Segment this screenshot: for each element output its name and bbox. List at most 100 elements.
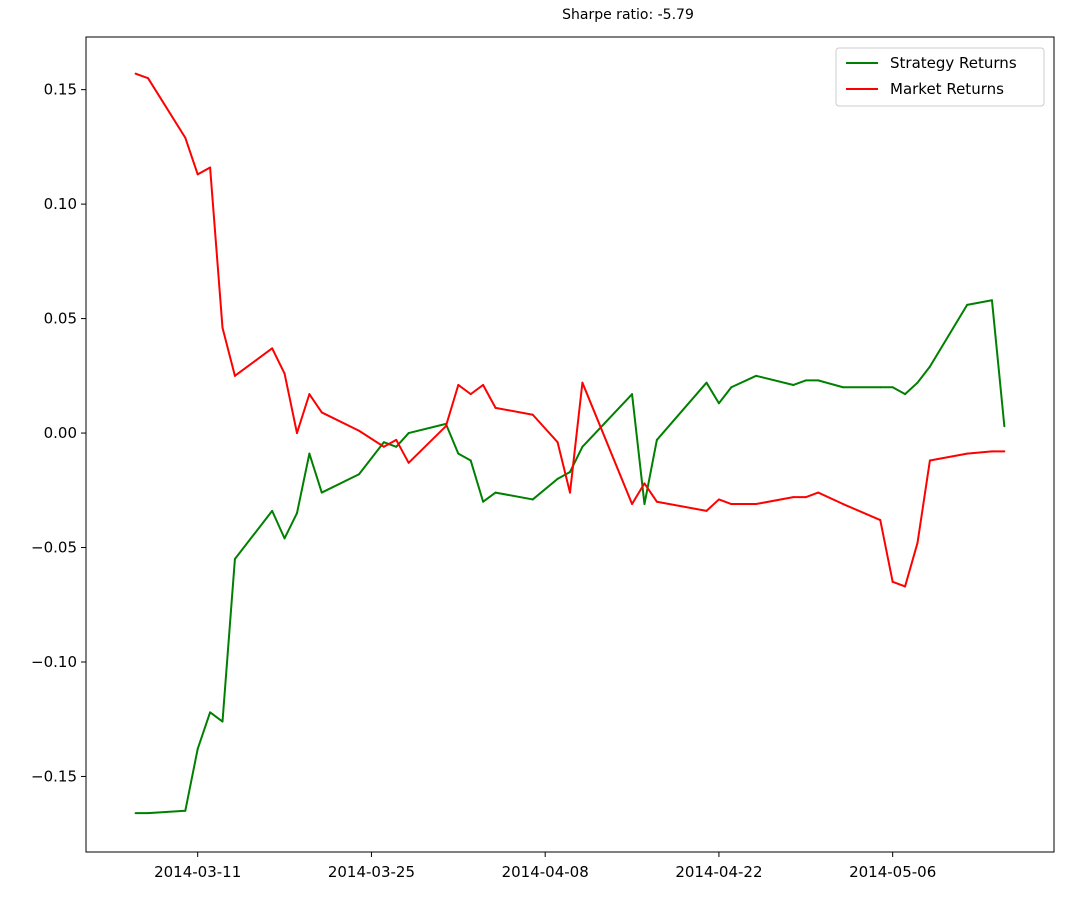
data-point bbox=[891, 386, 894, 389]
data-point bbox=[308, 452, 311, 455]
data-point bbox=[184, 809, 187, 812]
data-point bbox=[631, 393, 634, 396]
data-point bbox=[631, 503, 634, 506]
data-point bbox=[643, 503, 646, 506]
data-point bbox=[233, 374, 236, 377]
data-point bbox=[717, 402, 720, 405]
data-point bbox=[730, 386, 733, 389]
legend-label-market: Market Returns bbox=[890, 80, 1004, 98]
data-point bbox=[295, 512, 298, 515]
data-point bbox=[643, 482, 646, 485]
data-point bbox=[469, 393, 472, 396]
data-point bbox=[283, 372, 286, 375]
data-point bbox=[196, 747, 199, 750]
y-tick-label: 0.05 bbox=[44, 310, 77, 328]
data-point bbox=[320, 411, 323, 414]
data-point bbox=[804, 496, 807, 499]
data-point bbox=[407, 461, 410, 464]
data-point bbox=[916, 541, 919, 544]
x-tick-label: 2014-04-08 bbox=[502, 863, 589, 881]
y-tick-label: −0.05 bbox=[31, 539, 77, 557]
y-tick-label: 0.15 bbox=[44, 81, 77, 99]
data-point bbox=[395, 445, 398, 448]
x-axis: 2014-03-11 2014-03-25 2014-04-08 2014-04-22… bbox=[154, 852, 936, 881]
data-point bbox=[928, 459, 931, 462]
data-point bbox=[966, 303, 969, 306]
data-point bbox=[531, 498, 534, 501]
data-point bbox=[358, 429, 361, 432]
data-point bbox=[842, 503, 845, 506]
series-points-market bbox=[134, 72, 1006, 588]
data-point bbox=[655, 438, 658, 441]
data-point bbox=[569, 470, 571, 473]
data-point bbox=[1003, 450, 1006, 453]
data-point bbox=[531, 413, 534, 416]
data-point bbox=[147, 77, 150, 80]
data-point bbox=[966, 452, 969, 455]
data-point bbox=[494, 406, 497, 409]
data-point bbox=[494, 491, 497, 494]
data-point bbox=[804, 379, 807, 382]
data-point bbox=[569, 491, 571, 494]
series-line-strategy bbox=[135, 299, 1006, 815]
data-point bbox=[879, 519, 882, 522]
data-point bbox=[792, 383, 795, 386]
plot-area-frame bbox=[85, 36, 1055, 853]
data-point bbox=[717, 498, 720, 501]
data-point bbox=[469, 459, 472, 462]
data-point bbox=[817, 379, 820, 382]
data-point bbox=[581, 381, 584, 384]
data-point bbox=[308, 393, 311, 396]
data-point bbox=[904, 393, 907, 396]
data-point bbox=[990, 450, 993, 453]
x-tick-label: 2014-05-06 bbox=[849, 863, 936, 881]
series-layer bbox=[134, 72, 1006, 815]
data-point bbox=[358, 473, 361, 476]
data-point bbox=[382, 441, 385, 444]
data-point bbox=[556, 477, 559, 480]
y-tick-label: −0.10 bbox=[31, 653, 77, 671]
data-point bbox=[755, 374, 758, 377]
data-point bbox=[842, 386, 845, 389]
data-point bbox=[283, 537, 286, 540]
data-point bbox=[891, 580, 894, 583]
data-point bbox=[320, 491, 323, 494]
data-point bbox=[407, 432, 410, 435]
x-tick-label: 2014-03-25 bbox=[328, 863, 415, 881]
data-point bbox=[928, 365, 931, 368]
chart-title: Sharpe ratio: -5.79 bbox=[562, 7, 694, 23]
x-tick-label: 2014-04-22 bbox=[675, 863, 762, 881]
y-tick-label: 0.10 bbox=[44, 195, 77, 213]
data-point bbox=[295, 432, 298, 435]
legend: Strategy Returns Market Returns bbox=[835, 47, 1045, 107]
data-point bbox=[209, 166, 212, 169]
y-tick-label: 0.00 bbox=[44, 424, 77, 442]
legend-label-strategy: Strategy Returns bbox=[890, 54, 1017, 72]
series-points-strategy bbox=[134, 299, 1006, 815]
data-point bbox=[382, 445, 385, 448]
series-line-market bbox=[135, 72, 1005, 588]
data-point bbox=[730, 503, 733, 506]
data-point bbox=[209, 711, 212, 714]
data-point bbox=[705, 509, 708, 512]
data-point bbox=[271, 509, 274, 512]
data-point bbox=[271, 347, 274, 350]
data-point bbox=[904, 585, 907, 588]
data-point bbox=[990, 299, 993, 302]
data-point bbox=[705, 381, 708, 384]
data-point bbox=[196, 173, 199, 176]
data-point bbox=[221, 720, 224, 723]
x-tick-label: 2014-03-11 bbox=[154, 863, 241, 881]
data-point bbox=[134, 812, 137, 815]
data-point bbox=[482, 383, 485, 386]
data-point bbox=[147, 812, 150, 815]
data-point bbox=[1003, 425, 1006, 428]
data-point bbox=[817, 491, 820, 494]
data-point bbox=[457, 383, 460, 386]
data-point bbox=[233, 557, 236, 560]
data-point bbox=[879, 386, 882, 389]
data-point bbox=[444, 425, 447, 428]
data-point bbox=[221, 326, 224, 329]
data-point bbox=[134, 72, 137, 75]
